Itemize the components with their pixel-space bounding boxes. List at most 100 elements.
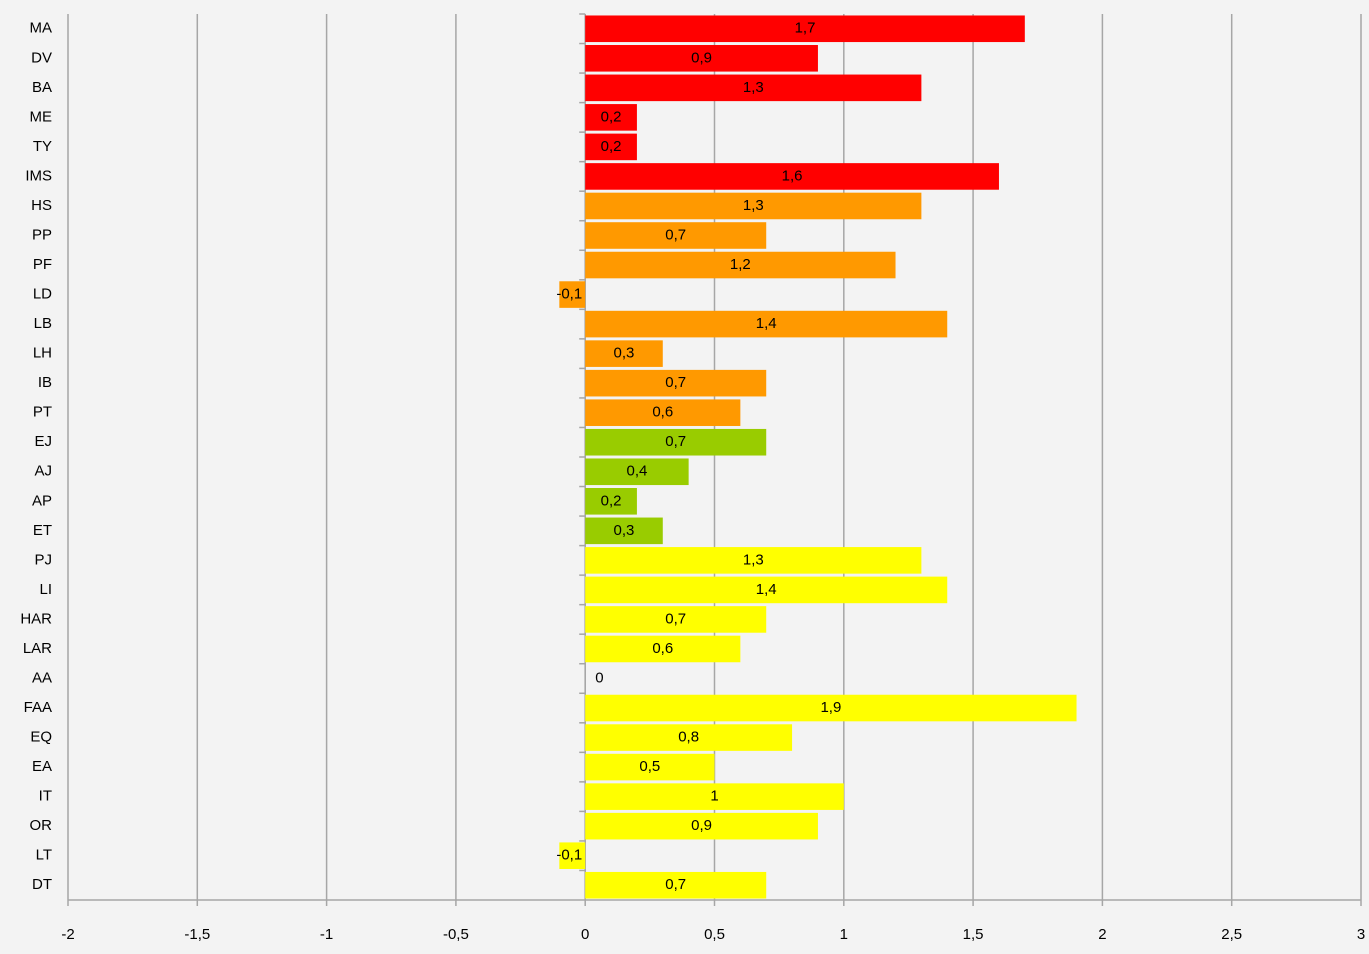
y-tick-label: LI bbox=[39, 581, 52, 598]
data-label: 1 bbox=[710, 788, 718, 805]
data-label: 0,3 bbox=[614, 345, 635, 362]
data-label: 0,4 bbox=[626, 463, 647, 480]
data-label: 1,4 bbox=[756, 315, 777, 332]
bar bbox=[585, 724, 793, 751]
y-tick-label: AJ bbox=[34, 463, 52, 480]
bar bbox=[559, 281, 586, 308]
data-label: 0,7 bbox=[665, 433, 686, 450]
bar bbox=[585, 163, 999, 190]
y-tick-label: PJ bbox=[34, 551, 52, 568]
bar bbox=[585, 133, 637, 161]
y-tick-label: FAA bbox=[24, 699, 52, 716]
bar bbox=[585, 428, 767, 456]
bar bbox=[585, 310, 948, 338]
data-label: 0,9 bbox=[691, 49, 712, 66]
y-tick-label: LAR bbox=[23, 640, 52, 657]
y-tick-label: ME bbox=[30, 108, 53, 125]
bar bbox=[585, 399, 741, 426]
x-tick-label: 2 bbox=[1098, 926, 1106, 943]
y-tick-label: LH bbox=[33, 345, 52, 362]
y-tick-label: LB bbox=[34, 315, 52, 332]
bar bbox=[585, 458, 689, 486]
data-label: 0,8 bbox=[678, 729, 699, 746]
y-tick-label: EA bbox=[32, 758, 52, 775]
bar bbox=[585, 251, 896, 279]
data-label: 0,2 bbox=[601, 138, 622, 155]
data-label: 1,4 bbox=[756, 581, 777, 598]
data-label: 0,7 bbox=[665, 876, 686, 893]
bar bbox=[585, 488, 637, 515]
bar bbox=[585, 753, 715, 781]
bar bbox=[585, 576, 948, 604]
bar bbox=[585, 369, 767, 397]
y-tick-label: EJ bbox=[34, 433, 52, 450]
bar bbox=[585, 15, 1025, 43]
y-tick-label: DT bbox=[32, 876, 52, 893]
data-label: -0,1 bbox=[556, 286, 582, 303]
data-label: 0,7 bbox=[665, 374, 686, 391]
bar bbox=[585, 340, 663, 367]
bar bbox=[585, 45, 818, 72]
data-label: 0 bbox=[595, 669, 603, 686]
y-tick-label: IT bbox=[39, 788, 52, 805]
data-label: 0,6 bbox=[652, 404, 673, 421]
data-label: 1,3 bbox=[743, 79, 764, 96]
bar bbox=[585, 635, 741, 663]
x-tick-label: 2,5 bbox=[1221, 926, 1242, 943]
bar bbox=[585, 222, 767, 249]
y-tick-label: ET bbox=[33, 522, 52, 539]
bar bbox=[585, 74, 922, 102]
data-label: 0,2 bbox=[601, 492, 622, 509]
y-tick-label: IB bbox=[38, 374, 52, 391]
bar bbox=[559, 842, 586, 869]
data-label: 1,9 bbox=[820, 699, 841, 716]
data-label: 0,6 bbox=[652, 640, 673, 657]
y-tick-label: PT bbox=[33, 404, 52, 421]
x-tick-label: 0,5 bbox=[704, 926, 725, 943]
y-tick-label: AA bbox=[32, 669, 52, 686]
bar bbox=[585, 694, 1077, 722]
bar bbox=[585, 783, 844, 810]
y-tick-label: EQ bbox=[30, 729, 52, 746]
data-label: 0,5 bbox=[639, 758, 660, 775]
bar bbox=[585, 812, 818, 840]
x-tick-label: 1,5 bbox=[963, 926, 984, 943]
y-tick-label: TY bbox=[33, 138, 52, 155]
x-tick-label: -1,5 bbox=[184, 926, 210, 943]
y-tick-label: PP bbox=[32, 226, 52, 243]
y-tick-label: BA bbox=[32, 79, 52, 96]
x-tick-label: 1 bbox=[840, 926, 848, 943]
x-tick-label: -0,5 bbox=[443, 926, 469, 943]
data-label: 1,6 bbox=[782, 167, 803, 184]
x-tick-label: -1 bbox=[320, 926, 333, 943]
bar bbox=[585, 517, 663, 545]
data-label: 1,3 bbox=[743, 551, 764, 568]
data-label: 0,7 bbox=[665, 610, 686, 627]
y-tick-label: AP bbox=[32, 492, 52, 509]
y-tick-label: DV bbox=[31, 49, 52, 66]
bar bbox=[585, 104, 637, 131]
data-label: 1,3 bbox=[743, 197, 764, 214]
x-tick-label: 0 bbox=[581, 926, 589, 943]
data-label: 1,7 bbox=[795, 20, 816, 37]
y-tick-label: LT bbox=[36, 847, 52, 864]
data-label: 0,7 bbox=[665, 226, 686, 243]
y-tick-label: LD bbox=[33, 286, 52, 303]
data-label: 0,2 bbox=[601, 108, 622, 125]
y-tick-label: PF bbox=[33, 256, 52, 273]
data-label: -0,1 bbox=[556, 847, 582, 864]
y-tick-label: MA bbox=[30, 20, 53, 37]
data-label: 0,9 bbox=[691, 817, 712, 834]
bar bbox=[585, 606, 767, 633]
data-label: 1,2 bbox=[730, 256, 751, 273]
x-tick-label: 3 bbox=[1357, 926, 1365, 943]
bar bbox=[585, 547, 922, 574]
y-tick-label: HAR bbox=[20, 610, 52, 627]
bar bbox=[585, 192, 922, 220]
data-label: 0,3 bbox=[614, 522, 635, 539]
y-tick-label: HS bbox=[31, 197, 52, 214]
y-tick-label: OR bbox=[30, 817, 53, 834]
bar bbox=[585, 871, 767, 899]
